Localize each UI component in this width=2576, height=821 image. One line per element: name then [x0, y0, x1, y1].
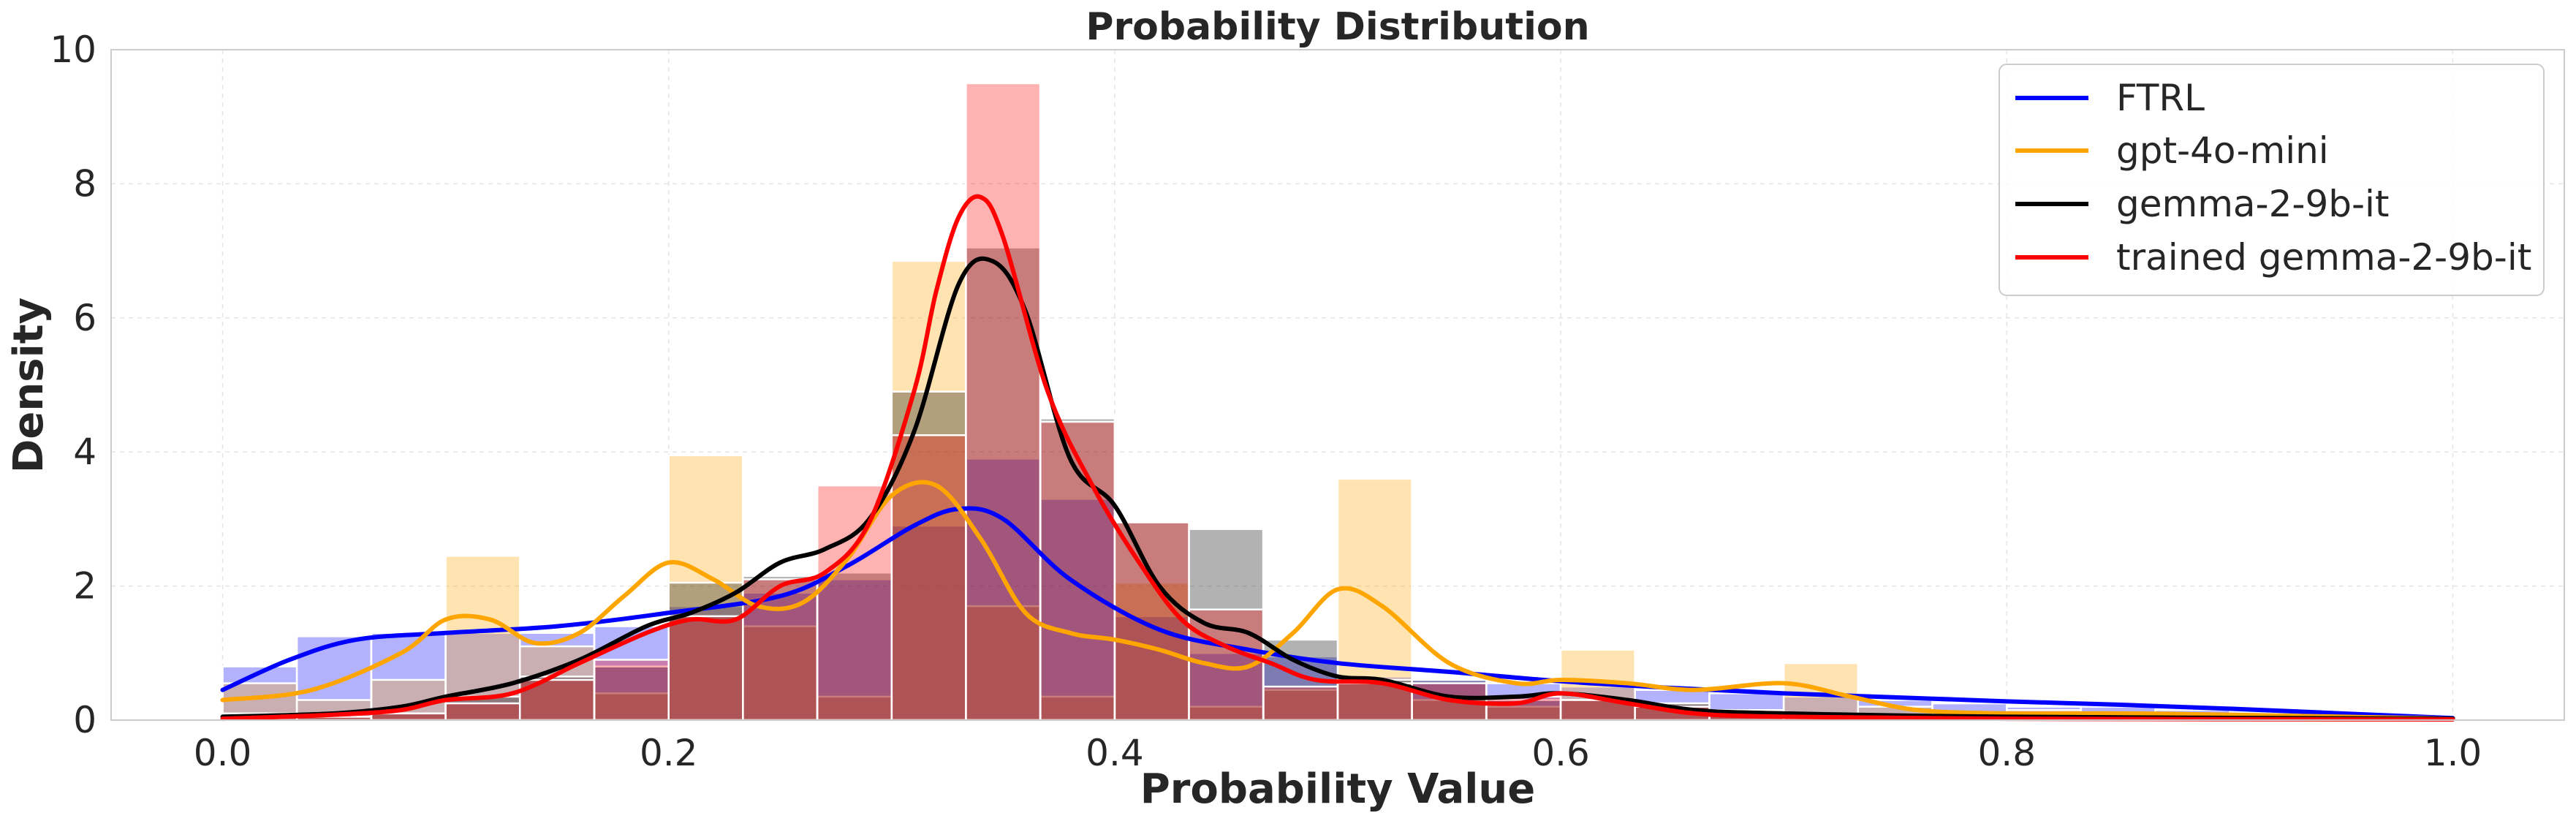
hist-bar: [1113, 521, 1190, 722]
chart-title: Probability Distribution: [1086, 5, 1589, 49]
kde-line-gpt-4o-mini: [220, 480, 2455, 722]
x-tick-label: 0.0: [194, 732, 252, 774]
hist-bar: [667, 615, 744, 722]
x-tick-label: 0.4: [1086, 732, 1144, 774]
hist-bar: [444, 702, 521, 722]
hist-bar: [965, 82, 1042, 722]
kde-lines: [220, 194, 2455, 722]
x-axis-label: Probability Value: [1140, 765, 1536, 813]
y-tick-label: 6: [73, 297, 96, 339]
hist-ftrl: [221, 458, 2454, 722]
y-axis-label: Density: [5, 298, 53, 473]
legend: FTRL gpt-4o-mini gemma-2-9b-it trained g…: [1999, 64, 2545, 296]
hist-bar: [965, 458, 1042, 722]
hist-bar: [1039, 498, 1116, 722]
axis-ticks: 0.0 0.2 0.4 0.6 0.8 1.0 0 2 4 6 8 10: [50, 29, 2482, 774]
y-tick-label: 2: [73, 565, 96, 608]
hist-bar: [593, 659, 670, 722]
y-tick-label: 10: [50, 29, 96, 71]
x-tick-label: 0.2: [640, 732, 698, 774]
x-tick-label: 0.6: [1531, 732, 1590, 774]
legend-label-trained-gemma-2-9b-it: trained gemma-2-9b-it: [2116, 236, 2531, 279]
hist-bar: [1262, 685, 1339, 722]
legend-label-gpt-4o-mini: gpt-4o-mini: [2116, 129, 2329, 172]
hist-bar: [890, 390, 967, 722]
y-tick-label: 0: [73, 699, 96, 741]
hist-bar: [370, 712, 447, 722]
y-tick-label: 8: [73, 162, 96, 205]
hist-bar: [1039, 420, 1116, 722]
hist-bar: [890, 260, 967, 722]
x-tick-label: 1.0: [2424, 732, 2482, 774]
hist-bar: [965, 605, 1042, 722]
legend-label-ftrl: FTRL: [2116, 77, 2205, 119]
legend-box: [1999, 64, 2545, 296]
plot-frame: [110, 49, 2565, 721]
hist-bar: [890, 434, 967, 722]
hist-bar: [816, 484, 893, 722]
legend-label-gemma-2-9b-it: gemma-2-9b-it: [2116, 183, 2390, 225]
kde-line-gemma-2-9b-it: [220, 256, 2455, 722]
y-tick-label: 4: [73, 431, 96, 473]
hist-bar: [593, 625, 670, 722]
x-tick-label: 0.8: [1978, 732, 2037, 774]
kde-line-trained-gemma-2-9b-it: [220, 194, 2455, 722]
